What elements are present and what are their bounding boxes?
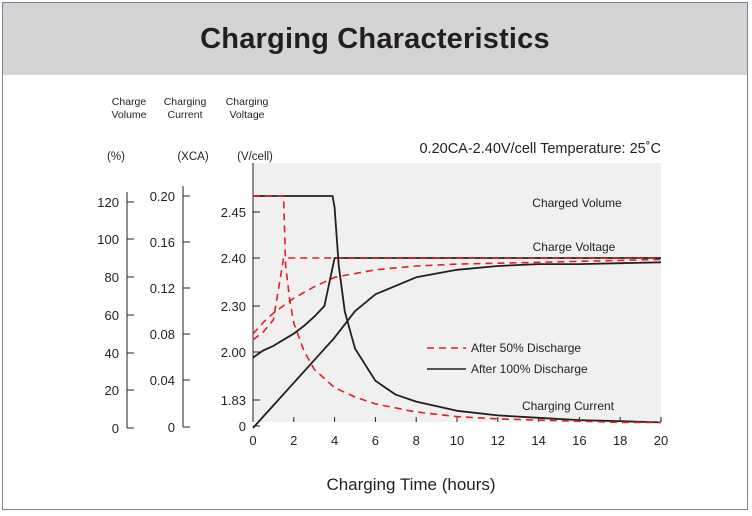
scale-tick-label: 60 [105,308,119,323]
x-tick-label: 2 [290,433,297,448]
series-line [252,257,661,341]
curve-annotation: Charge Voltage [533,240,616,254]
scale-tick-label: 80 [105,270,119,285]
scale-tick-label: 0.20 [150,189,175,204]
scale-tick-label: 0.16 [150,235,175,250]
x-tick-label: 6 [372,433,379,448]
scale-header-line2: Voltage [229,109,264,121]
chart-title: Charging Characteristics [200,22,550,55]
scale-tick-label: 0.08 [150,327,175,342]
scale-header-line2: Current [167,109,202,121]
x-tick-label: 18 [613,433,627,448]
x-tick-label: 10 [450,433,464,448]
scale-tick-label: 120 [97,195,119,210]
legend-label: After 50% Discharge [471,341,581,355]
scale-tick-label: 0.12 [150,281,175,296]
scale-unit-label: (XCA) [177,151,208,163]
scale-header-line1: Charge [112,96,147,108]
series-line [253,195,661,424]
scale-tick-label: 2.00 [221,345,246,360]
scale-tick-label: 0 [168,420,175,435]
series-line [252,261,662,429]
x-axis-title: Charging Time (hours) [326,475,495,494]
scale-tick-label: 20 [105,383,119,398]
curve-annotation: Charged Volume [532,196,622,210]
x-tick-label: 8 [413,433,420,448]
scale-header-line1: Charging [226,96,269,108]
x-tick-label: 12 [491,433,505,448]
chart-subtitle: 0.20CA-2.40V/cell Temperature: 25˚C [419,141,661,157]
scale-tick-label: 1.83 [221,393,246,408]
curve-annotation: Charging Current [522,399,615,413]
x-tick-label: 4 [331,433,338,448]
legend-label: After 100% Discharge [471,362,588,376]
scale-tick-label: 40 [105,346,119,361]
scale-tick-label: 100 [97,232,119,247]
scale-unit-label: (%) [107,151,125,163]
x-tick-label: 14 [531,433,545,448]
scale-tick-label: 2.30 [221,299,246,314]
x-tick-label: 0 [249,433,256,448]
scale-tick-label: 0.04 [150,373,175,388]
series-line [252,257,661,359]
scale-header-line1: Charging [164,96,207,108]
series-line [253,195,662,424]
x-tick-label: 16 [572,433,586,448]
scale-tick-label: 2.40 [221,251,246,266]
title-bar: Charging Characteristics [3,3,747,75]
scale-unit-label: (V/cell) [237,151,273,163]
scale-header-line2: Volume [111,109,146,121]
scale-tick-label: 2.45 [221,205,246,220]
scale-tick-label: 0 [112,421,119,436]
x-tick-label: 20 [654,433,668,448]
scale-tick-label: 0 [239,419,246,434]
plot-area [253,163,661,422]
